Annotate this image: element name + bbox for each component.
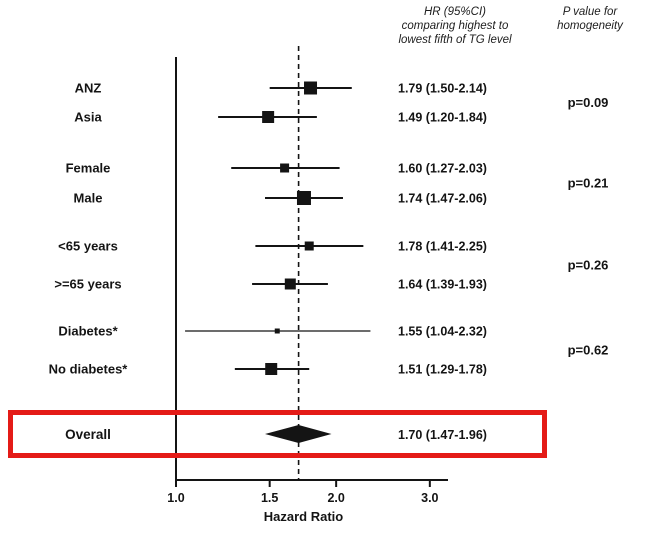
x-tick-label: 3.0 [421,491,438,505]
point-estimate-marker [262,111,275,123]
row-label: Male [74,191,103,206]
p-value-label: p=0.21 [568,176,609,191]
row-label: >=65 years [54,277,121,292]
hr-ci-value: 1.64 (1.39-1.93) [398,278,487,292]
row-label: Diabetes* [58,324,118,339]
row-label: Asia [74,110,102,125]
hr-ci-value: 1.51 (1.29-1.78) [398,363,487,377]
x-tick-label: 2.0 [327,491,344,505]
row-label: No diabetes* [49,362,129,377]
overall-label: Overall [65,427,111,442]
hr-ci-value: 1.78 (1.41-2.25) [398,240,487,254]
hr-ci-value: 1.49 (1.20-1.84) [398,111,487,125]
x-tick-label: 1.5 [261,491,278,505]
hr-ci-value: 1.60 (1.27-2.03) [398,162,487,176]
x-tick-label: 1.0 [167,491,184,505]
overall-hr-ci-value: 1.70 (1.47-1.96) [398,428,487,442]
point-estimate-marker [265,363,278,375]
hr-ci-value: 1.55 (1.04-2.32) [398,325,487,339]
point-estimate-marker [274,328,280,334]
p-value-label: p=0.09 [568,95,609,110]
point-estimate-marker [280,163,290,173]
column-header-p-value: P value for homogeneity [557,6,623,32]
column-header-hr-ci: HR (95%CI) comparing highest to lowest f… [398,6,512,46]
hr-ci-value: 1.79 (1.50-2.14) [398,82,487,96]
point-estimate-marker [304,241,314,251]
row-label: ANZ [75,81,102,96]
x-axis-title: Hazard Ratio [263,509,344,524]
point-estimate-marker [284,278,296,290]
overall-diamond [265,425,332,443]
p-value-label: p=0.26 [568,258,609,273]
row-label: <65 years [58,239,118,254]
point-estimate-marker [304,81,318,95]
point-estimate-marker [296,191,311,205]
p-value-label: p=0.62 [568,343,609,358]
row-label: Female [66,161,111,176]
hr-ci-value: 1.74 (1.47-2.06) [398,192,487,206]
